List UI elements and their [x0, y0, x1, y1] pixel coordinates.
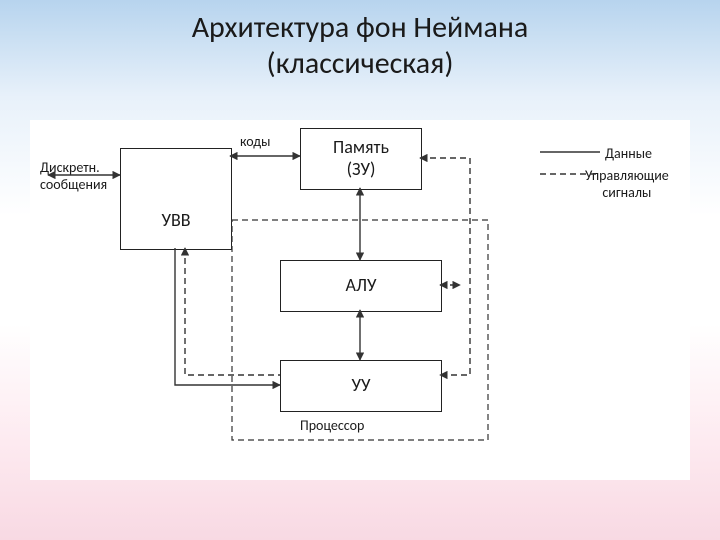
control-signals-legend-label: Управляющие сигналы — [585, 168, 669, 202]
memory-box: Память (ЗУ) — [300, 128, 422, 190]
memory-label-2: (ЗУ) — [347, 159, 376, 181]
discrete-messages-label: Дискретн. сообщения — [40, 160, 107, 194]
memory-label-1: Память — [333, 137, 389, 159]
processor-label: Процессор — [300, 418, 364, 435]
uvv-label: УВВ — [161, 210, 190, 232]
alu-label: АЛУ — [346, 275, 377, 297]
title-line1: Архитектура фон Неймана — [192, 9, 529, 46]
data-legend-label: Данные — [605, 146, 652, 163]
page-title: Архитектура фон Неймана (классическая) — [0, 10, 720, 82]
uvv-box: УВВ — [120, 148, 232, 250]
edge-uvv-uu — [175, 248, 280, 385]
diagram-canvas: Память (ЗУ) УВВ АЛУ УУ коды Дискретн. со… — [30, 120, 690, 480]
uu-label: УУ — [352, 375, 371, 397]
edge-uu-uvv-ctrl — [185, 248, 280, 375]
kody-label: коды — [240, 134, 270, 151]
title-line2: (классическая) — [267, 45, 454, 82]
alu-box: АЛУ — [280, 260, 442, 312]
uu-box: УУ — [280, 360, 442, 412]
